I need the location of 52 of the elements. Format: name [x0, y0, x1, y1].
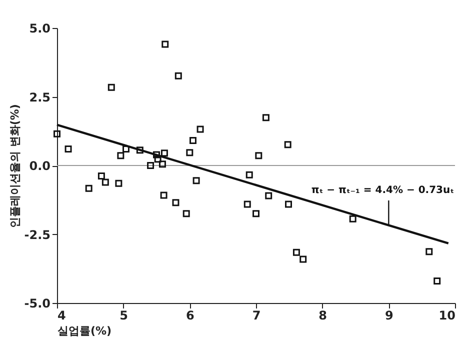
- y-tick-label: -2.5: [24, 228, 50, 242]
- point: [115, 180, 122, 187]
- point: [262, 114, 270, 122]
- point: [160, 192, 168, 199]
- x-tick-label: 4: [58, 308, 66, 322]
- y-tick-label: 5.0: [29, 22, 50, 36]
- x-tick-label: 6: [186, 308, 194, 322]
- point: [349, 215, 356, 222]
- point: [244, 200, 251, 208]
- point: [426, 248, 433, 256]
- x-axis-title: 실업률(%): [58, 324, 112, 338]
- point: [300, 256, 307, 263]
- point: [54, 130, 60, 138]
- point: [108, 84, 115, 91]
- y-tick-label: -5.0: [24, 296, 50, 310]
- point: [158, 160, 166, 168]
- point: [265, 192, 272, 200]
- point: [196, 126, 204, 133]
- point: [172, 199, 180, 206]
- point: [153, 151, 160, 158]
- point: [147, 162, 154, 169]
- point: [284, 141, 292, 148]
- point: [154, 156, 162, 163]
- point: [292, 248, 300, 256]
- point: [98, 172, 105, 180]
- annotation: πₜ − πₜ₋₁ = 4.4% − 0.73uₜ: [311, 185, 454, 196]
- x-tick-label: 8: [318, 308, 328, 322]
- point: [160, 150, 168, 157]
- point: [162, 40, 169, 48]
- point: [102, 178, 109, 186]
- y-tick-label: 2.5: [29, 90, 50, 104]
- point: [186, 149, 194, 156]
- point: [64, 146, 72, 152]
- point: [189, 136, 196, 144]
- point: [434, 278, 441, 284]
- point: [136, 146, 144, 154]
- y-axis-title: 인플레이션율의 변화(%): [8, 104, 22, 228]
- point: [122, 146, 130, 152]
- x-tick-label: 5: [120, 308, 128, 322]
- point: [255, 152, 262, 160]
- point: [182, 210, 190, 218]
- point: [285, 200, 292, 208]
- point: [192, 177, 200, 184]
- point: [174, 72, 182, 80]
- x-tick-label: 7: [252, 308, 261, 322]
- point: [252, 210, 260, 218]
- x-tick-label: 10: [438, 308, 456, 322]
- y-tick-label: 0.0: [29, 159, 50, 173]
- point: [117, 152, 124, 160]
- point: [85, 184, 92, 192]
- point: [246, 171, 253, 178]
- x-tick-label: 9: [384, 308, 394, 322]
